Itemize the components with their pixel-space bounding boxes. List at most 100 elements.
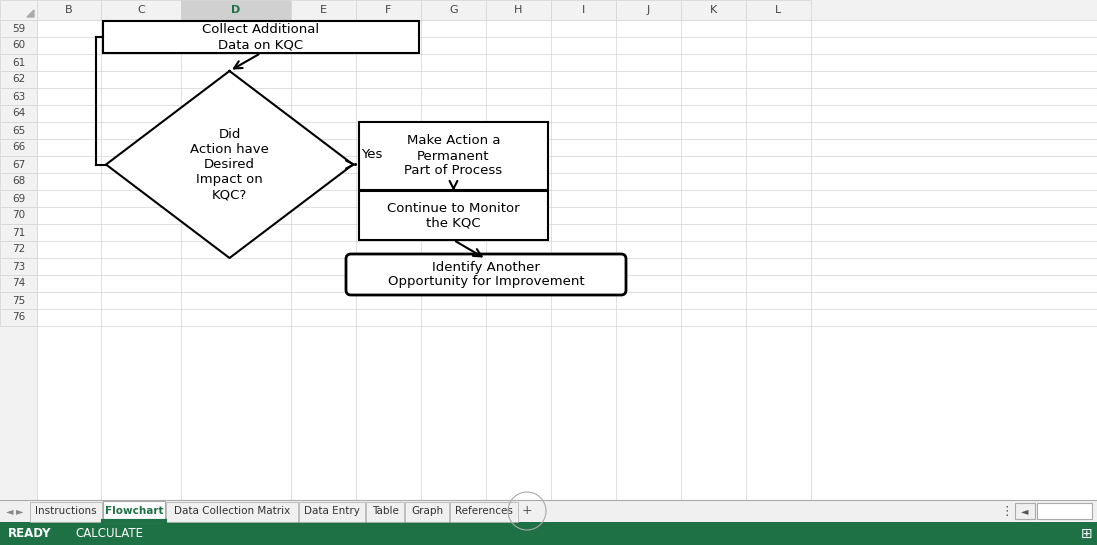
Bar <box>421 0 486 20</box>
Text: References: References <box>455 506 513 516</box>
Text: Make Action a
Permanent
Part of Process: Make Action a Permanent Part of Process <box>405 135 502 178</box>
Bar <box>359 191 548 240</box>
Text: I: I <box>581 5 585 15</box>
Text: ◄: ◄ <box>7 506 14 516</box>
Text: ⋮: ⋮ <box>1000 505 1014 518</box>
Text: 67: 67 <box>12 160 25 169</box>
Bar <box>0 71 37 88</box>
Text: 59: 59 <box>12 23 25 33</box>
Text: +: + <box>522 505 532 518</box>
Bar <box>681 0 746 20</box>
Text: Flowchart: Flowchart <box>104 506 163 516</box>
Text: Yes: Yes <box>361 148 383 161</box>
Text: Identify Another
Opportunity for Improvement: Identify Another Opportunity for Improve… <box>387 261 585 288</box>
Text: CALCULATE: CALCULATE <box>75 527 143 540</box>
Text: K: K <box>710 5 717 15</box>
Text: 63: 63 <box>12 92 25 101</box>
Bar <box>0 122 37 139</box>
Bar <box>0 241 37 258</box>
Text: C: C <box>137 5 145 15</box>
Bar <box>0 258 37 275</box>
Text: Collect Additional
Data on KQC: Collect Additional Data on KQC <box>203 23 319 51</box>
Bar <box>0 156 37 173</box>
Text: 64: 64 <box>12 108 25 118</box>
Bar <box>299 502 365 522</box>
Text: Graph: Graph <box>411 506 443 516</box>
Text: 66: 66 <box>12 142 25 153</box>
Text: 75: 75 <box>12 295 25 306</box>
Bar <box>0 309 37 326</box>
Text: 76: 76 <box>12 312 25 323</box>
Text: H: H <box>514 5 522 15</box>
Bar <box>405 502 449 522</box>
Bar <box>0 139 37 156</box>
Bar <box>357 0 421 20</box>
Bar <box>0 275 37 292</box>
Text: B: B <box>65 5 72 15</box>
Bar <box>366 502 404 522</box>
Bar <box>486 0 551 20</box>
Text: E: E <box>320 5 327 15</box>
Bar <box>0 20 37 500</box>
Text: Continue to Monitor
the KQC: Continue to Monitor the KQC <box>387 202 520 229</box>
Bar <box>0 224 37 241</box>
Bar <box>0 0 37 20</box>
Bar <box>0 522 1097 545</box>
Text: J: J <box>647 5 651 15</box>
Bar <box>37 20 1097 500</box>
Text: ►: ► <box>16 506 24 516</box>
Text: 60: 60 <box>12 40 25 51</box>
Bar <box>0 20 37 37</box>
Text: 69: 69 <box>12 193 25 203</box>
Bar <box>0 292 37 309</box>
Bar <box>0 190 37 207</box>
Text: 61: 61 <box>12 58 25 68</box>
Text: 74: 74 <box>12 278 25 288</box>
Bar <box>0 54 37 71</box>
Text: 70: 70 <box>12 210 25 221</box>
Text: G: G <box>449 5 457 15</box>
Text: 73: 73 <box>12 262 25 271</box>
Bar <box>0 500 1097 522</box>
Bar <box>30 502 102 522</box>
Text: ⊞: ⊞ <box>1082 526 1093 541</box>
Text: D: D <box>231 5 240 15</box>
Bar <box>0 37 37 54</box>
Text: L: L <box>776 5 782 15</box>
FancyBboxPatch shape <box>346 254 626 295</box>
Bar <box>181 0 291 20</box>
Text: Data Entry: Data Entry <box>304 506 360 516</box>
Bar <box>0 207 37 224</box>
Text: 65: 65 <box>12 125 25 136</box>
Bar <box>0 88 37 105</box>
Text: Instructions: Instructions <box>35 506 97 516</box>
Bar <box>551 0 617 20</box>
Text: Did
Action have
Desired
Impact on
KQC?: Did Action have Desired Impact on KQC? <box>190 128 269 201</box>
Bar <box>359 122 548 190</box>
Bar <box>450 502 518 522</box>
Bar <box>166 502 298 522</box>
Bar <box>103 21 419 53</box>
Bar <box>746 0 811 20</box>
Bar <box>37 0 101 20</box>
Bar <box>1037 503 1092 519</box>
Text: Data Collection Matrix: Data Collection Matrix <box>174 506 290 516</box>
Polygon shape <box>27 10 34 17</box>
Bar <box>0 173 37 190</box>
Bar <box>1015 503 1034 519</box>
Text: ◄: ◄ <box>1021 506 1029 516</box>
Text: 62: 62 <box>12 75 25 84</box>
Text: READY: READY <box>8 527 52 540</box>
Text: Table: Table <box>372 506 398 516</box>
Text: 68: 68 <box>12 177 25 186</box>
Text: F: F <box>385 5 392 15</box>
Bar <box>291 0 357 20</box>
Text: 72: 72 <box>12 245 25 255</box>
Bar <box>101 0 181 20</box>
Bar <box>0 105 37 122</box>
Bar <box>617 0 681 20</box>
Polygon shape <box>106 71 353 258</box>
Bar <box>0 0 1097 20</box>
Text: 71: 71 <box>12 227 25 238</box>
Bar <box>103 501 165 522</box>
